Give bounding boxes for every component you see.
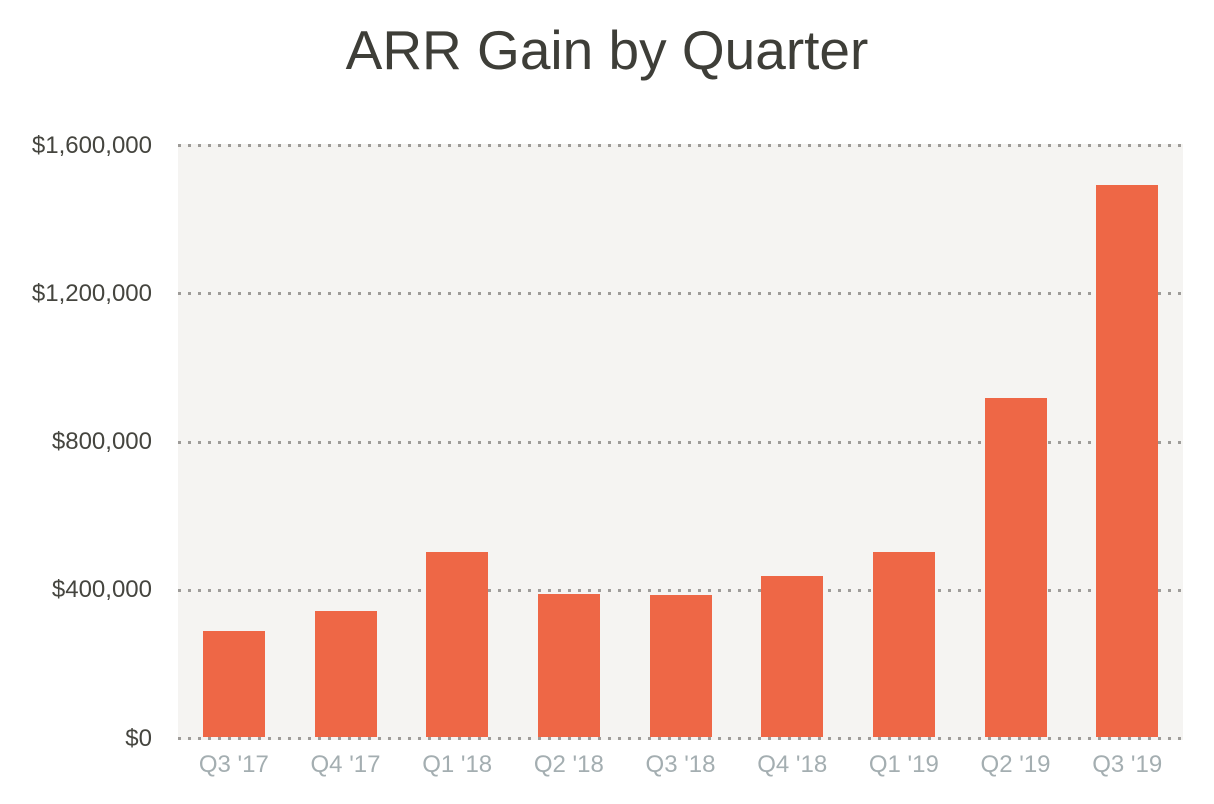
gridline <box>178 292 1183 296</box>
x-tick-label: Q2 '19 <box>980 751 1051 778</box>
gridline <box>178 440 1183 444</box>
y-axis: $0 $400,000 $800,000 $1,200,000 $1,600,000 <box>0 132 152 752</box>
gridline <box>178 588 1183 592</box>
x-tick-label: Q3 '18 <box>645 751 716 778</box>
x-tick-label: Q4 '17 <box>310 751 381 778</box>
y-tick-label: $400,000 <box>51 576 152 604</box>
gridline <box>178 144 1183 147</box>
y-tick-label: $800,000 <box>51 428 152 455</box>
y-tick-label: $1,600,000 <box>31 131 152 159</box>
x-tick-label: Q4 '18 <box>757 751 828 778</box>
x-tick-label: Q3 '17 <box>198 751 269 778</box>
y-tick-label: $1,200,000 <box>31 279 152 307</box>
plot-area <box>178 144 1183 740</box>
bar-Q3 '19 <box>1096 184 1159 737</box>
bar-Q1 '19 <box>872 551 935 737</box>
bar-Q3 '17 <box>202 631 265 737</box>
bar-Q4 '17 <box>314 611 377 737</box>
bar-Q1 '18 <box>426 551 489 737</box>
x-tick-label: Q1 '18 <box>422 751 493 778</box>
x-tick-label: Q2 '18 <box>533 751 604 778</box>
bar-Q3 '18 <box>649 595 712 737</box>
x-tick-label: Q3 '19 <box>1092 751 1163 778</box>
x-tick-label: Q1 '19 <box>868 751 939 778</box>
bar-Q2 '19 <box>984 397 1047 737</box>
gridline <box>178 737 1183 740</box>
chart-title: ARR Gain by Quarter <box>345 19 869 81</box>
x-axis: Q3 '17 Q4 '17 Q1 '18 Q2 '18 Q3 '18 Q4 '18 Q1 '… <box>178 751 1183 781</box>
bar-Q4 '18 <box>761 575 824 737</box>
y-tick-label: $0 <box>125 724 152 752</box>
bar-Q2 '18 <box>537 594 600 737</box>
